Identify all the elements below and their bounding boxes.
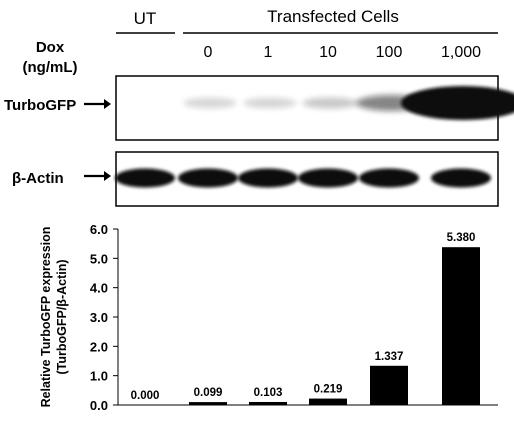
dox-label: Dox <box>36 39 65 56</box>
y-axis-title-line1: Relative TurboGFP expression <box>39 227 53 408</box>
bars <box>189 247 480 405</box>
value-labels: 0.000 0.099 0.103 0.219 1.337 5.380 <box>131 232 476 402</box>
y-ticks: 0.0 1.0 2.0 3.0 4.0 5.0 6.0 <box>90 222 118 413</box>
actin-band <box>115 168 175 188</box>
y-axis-title-line2: (TurboGFP/β-Actin) <box>55 259 69 374</box>
bar <box>442 247 480 405</box>
bar <box>249 401 287 405</box>
bar-value-label: 0.099 <box>194 387 223 399</box>
y-tick-label: 2.0 <box>90 339 108 354</box>
turbogfp-band <box>401 86 514 120</box>
y-tick-label: 4.0 <box>90 281 108 296</box>
transfected-cells-label: Transfected Cells <box>267 7 399 26</box>
bar-value-label: 0.219 <box>314 384 343 396</box>
dose-label: 10 <box>319 44 337 61</box>
y-tick-label: 6.0 <box>90 222 108 237</box>
bar-value-label: 0.000 <box>131 390 160 402</box>
turbogfp-band <box>243 97 297 109</box>
actin-band <box>359 168 419 188</box>
dose-label: 0 <box>204 44 213 61</box>
bar-value-label: 0.103 <box>254 387 283 399</box>
y-tick-label: 5.0 <box>90 251 108 266</box>
turbogfp-band <box>302 97 358 109</box>
y-tick-label: 1.0 <box>90 369 108 384</box>
actin-blot-label: β-Actin <box>12 170 64 187</box>
bar <box>189 402 227 405</box>
turbogfp-blot-label: TurboGFP <box>4 97 76 114</box>
dose-label: 1,000 <box>441 44 481 61</box>
bar-chart: 0.0 1.0 2.0 3.0 4.0 5.0 6.0 0.000 0.099 0.103 0.2… <box>39 222 498 413</box>
ut-label: UT <box>134 9 157 28</box>
actin-band <box>298 168 358 188</box>
actin-band <box>238 168 298 188</box>
dose-labels: 0 1 10 100 1,000 <box>204 44 482 61</box>
dox-unit-label: (ng/mL) <box>23 59 78 76</box>
y-tick-label: 0.0 <box>90 398 108 413</box>
bar-value-label: 5.380 <box>447 232 476 244</box>
bar <box>370 365 408 405</box>
dose-label: 100 <box>376 44 403 61</box>
y-tick-label: 3.0 <box>90 310 108 325</box>
actin-band <box>431 168 491 188</box>
bar-value-label: 1.337 <box>375 351 404 363</box>
turbogfp-bands <box>183 86 514 120</box>
actin-arrow-icon <box>84 171 111 181</box>
dose-label: 1 <box>264 44 273 61</box>
turbogfp-band <box>183 97 237 109</box>
actin-bands <box>115 168 491 188</box>
actin-band <box>178 168 238 188</box>
bar <box>309 398 347 405</box>
turbogfp-arrow-icon <box>84 99 111 109</box>
